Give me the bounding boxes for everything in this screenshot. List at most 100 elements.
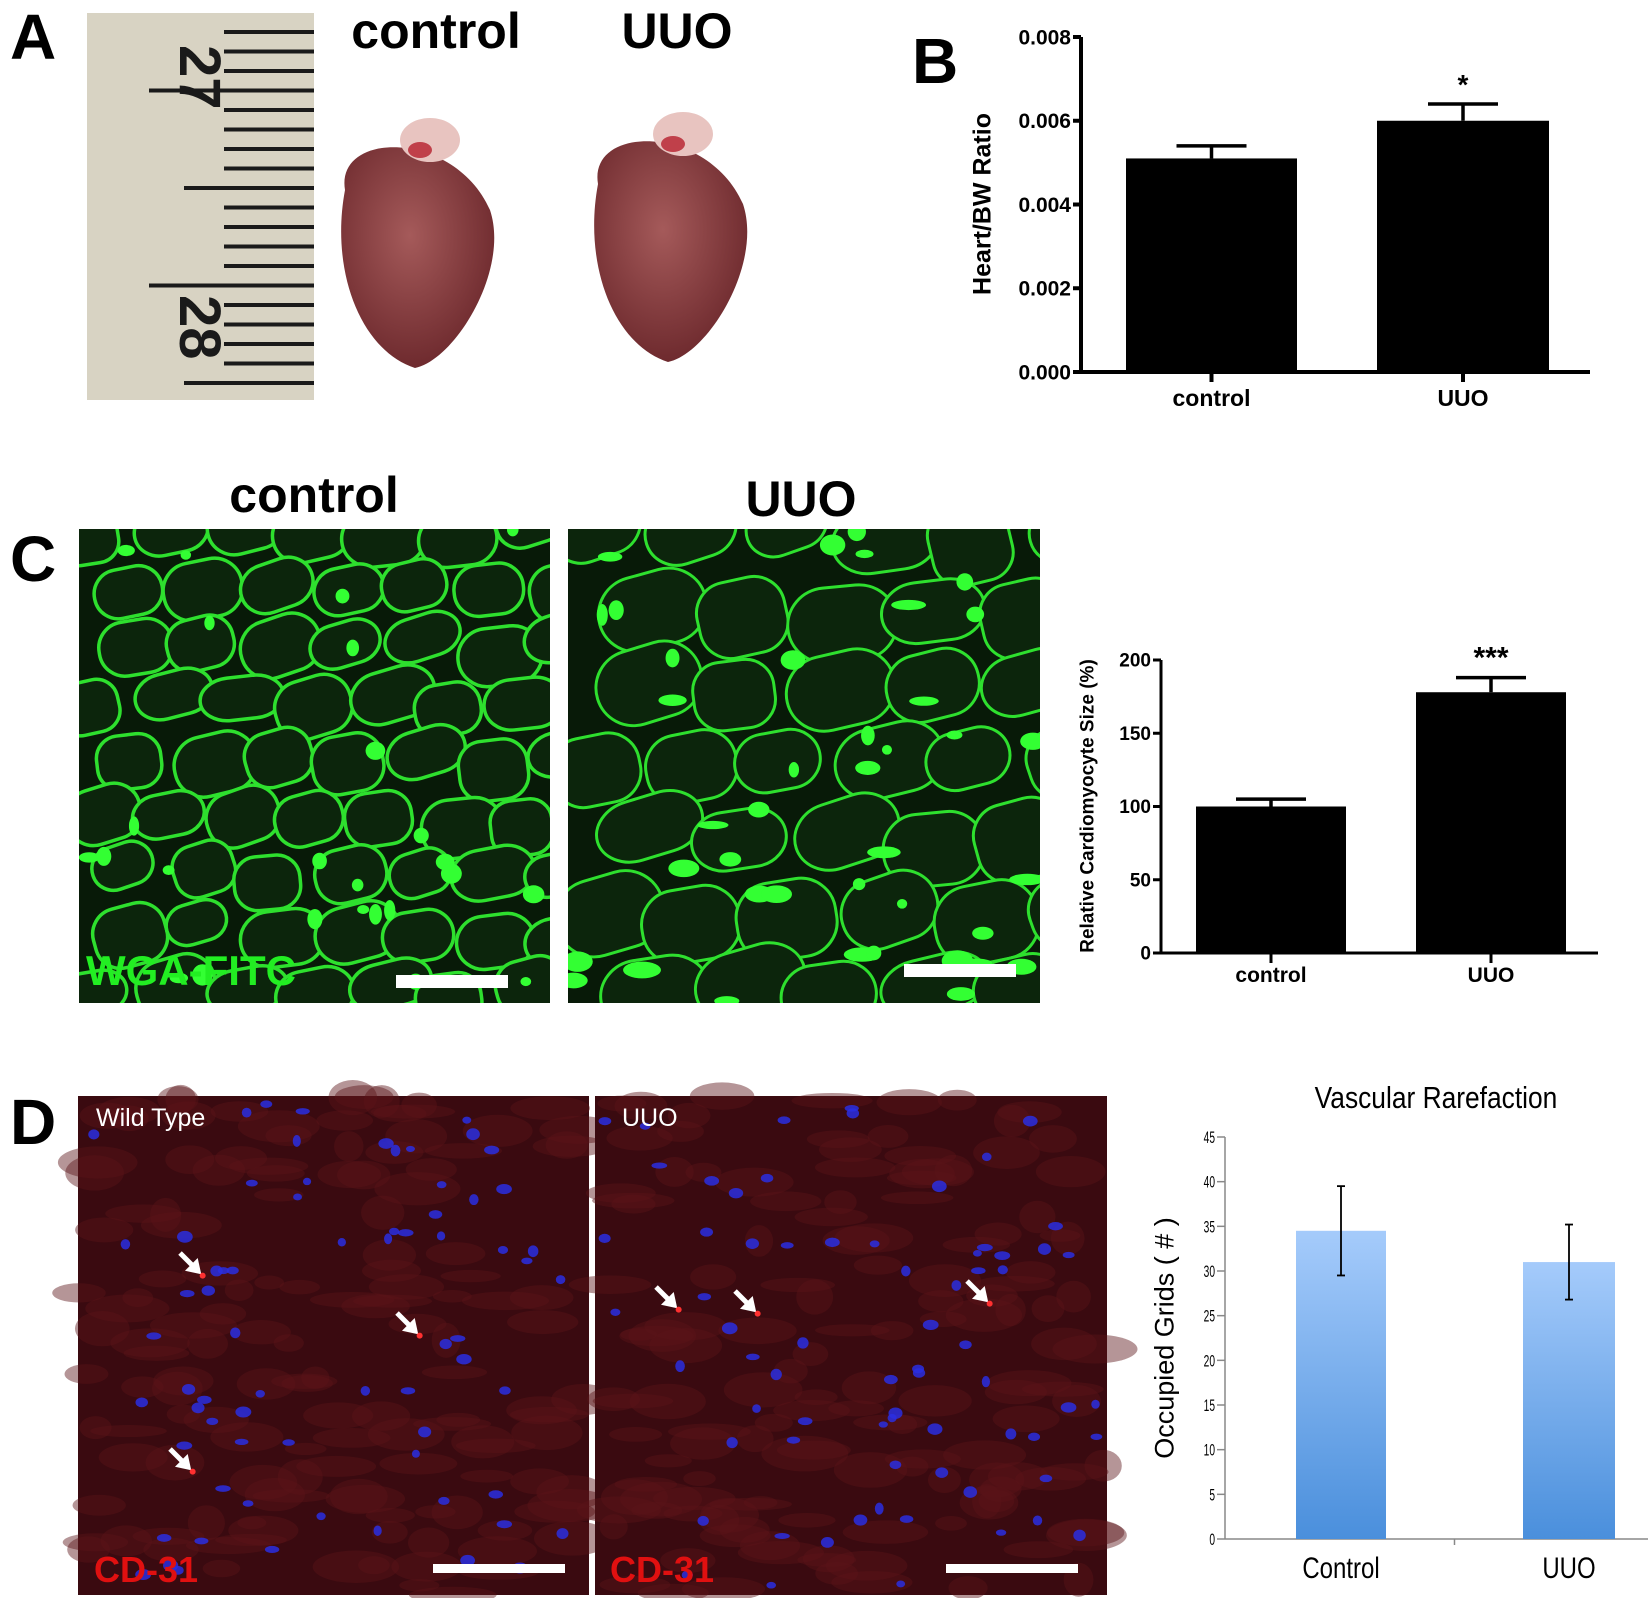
tissue-texture [825, 1550, 908, 1581]
tissue-texture [628, 1319, 696, 1352]
nucleus-dot [976, 1243, 993, 1252]
tissue-texture [140, 1211, 222, 1239]
tissue-texture [303, 1402, 374, 1429]
nucleus-dot [1005, 1428, 1017, 1440]
nucleus-dot [241, 1107, 252, 1118]
y-tick-label: 0.000 [1018, 361, 1071, 384]
tissue-texture [841, 1371, 897, 1405]
tissue-texture [328, 1080, 378, 1116]
tissue-texture [401, 1092, 437, 1118]
tissue-texture [760, 1277, 836, 1293]
tissue-texture [425, 1242, 486, 1266]
ruler-tick [224, 205, 314, 210]
tissue-texture [150, 1197, 182, 1232]
tissue-texture [1022, 1381, 1104, 1397]
tissue-texture [460, 1469, 514, 1483]
tissue-texture [334, 1085, 394, 1109]
ruler-tick [224, 108, 314, 112]
nucleus-dot [844, 1104, 859, 1112]
nucleus-dot [230, 1327, 241, 1339]
nucleus-dot [146, 1332, 162, 1340]
tissue-texture [898, 1385, 972, 1417]
panel-label-d: D [10, 1086, 57, 1158]
tissue-texture [157, 1086, 199, 1114]
nucleus-dot [972, 1250, 982, 1257]
tissue-texture [599, 1514, 628, 1540]
ruler-tick [224, 322, 314, 327]
tissue-texture [352, 1401, 411, 1431]
y-tick-label: 200 [1119, 651, 1151, 672]
heart-vessels [408, 142, 432, 158]
tissue-texture [884, 1145, 957, 1166]
nucleus-dot [651, 1162, 668, 1169]
cell-outline [744, 529, 829, 559]
tissue-texture [337, 1160, 391, 1190]
tissue-texture [709, 1497, 792, 1511]
interstitial-signal [1009, 873, 1040, 886]
ruler-tick [224, 49, 314, 54]
tissue-texture [85, 1294, 170, 1323]
tissue-texture [432, 1289, 472, 1303]
interstitial-signal [1020, 732, 1040, 750]
interstitial-signal [956, 573, 974, 591]
cell-outline [839, 868, 940, 951]
tissue-texture [57, 1146, 138, 1179]
tissue-texture [637, 1583, 709, 1598]
cell-outline [1026, 868, 1040, 951]
nucleus-dot [927, 1423, 943, 1435]
tissue-texture [995, 1294, 1026, 1327]
nucleus-dot [176, 1441, 193, 1450]
y-tick-label: 40 [1204, 1172, 1215, 1191]
tissue-texture [754, 1413, 793, 1432]
tissue-texture [568, 1275, 652, 1295]
tissue-texture [599, 1576, 671, 1594]
tissue-texture [1084, 1449, 1122, 1482]
nucleus-dot [971, 1267, 986, 1275]
nucleus-dot [598, 1117, 612, 1126]
panel-label-a: A [10, 1, 57, 73]
nucleus-dot [1090, 1433, 1103, 1440]
tissue-texture [773, 1358, 808, 1384]
interstitial-signal [788, 761, 800, 778]
cell-outline [523, 914, 550, 970]
interstitial-signal [665, 648, 680, 668]
tissue-texture [723, 1372, 803, 1408]
nucleus-dot [135, 1397, 148, 1408]
y-tick-label: 0 [1140, 944, 1151, 965]
ruler-tick [149, 88, 314, 93]
cell-outline [342, 788, 415, 849]
heart-vessels [661, 136, 685, 152]
nucleus-dot [994, 1251, 1011, 1260]
cell-outline [523, 849, 550, 900]
nucleus-dot [469, 1194, 479, 1206]
tissue-texture [440, 1269, 501, 1283]
tissue-texture [606, 1125, 673, 1151]
nucleus-dot [1022, 1115, 1038, 1127]
nucleus-dot [777, 1116, 791, 1124]
cell-outline [205, 529, 287, 557]
tissue-texture [105, 1204, 182, 1223]
x-tick-label: UUO [1542, 1550, 1595, 1584]
cell-outline [1024, 719, 1040, 801]
tissue-texture [668, 1423, 751, 1440]
tissue-texture [532, 1135, 609, 1157]
nucleus-dot [418, 1426, 432, 1438]
tissue-texture [649, 1328, 723, 1364]
tissue-texture [373, 1104, 427, 1123]
interstitial-signal [596, 604, 608, 626]
ruler-tick [224, 69, 314, 73]
nucleus-dot [797, 1337, 809, 1349]
tissue-texture [945, 1298, 1023, 1332]
tissue-texture [997, 1101, 1062, 1123]
interstitial-signal [819, 534, 846, 556]
tissue-texture [192, 1154, 246, 1186]
nucleus-dot [820, 1537, 834, 1548]
tissue-texture [407, 1527, 450, 1558]
tissue-texture [316, 1110, 373, 1131]
tissue-texture [1052, 1334, 1138, 1364]
nucleus-dot [697, 1293, 712, 1301]
nucleus-dot [234, 1438, 249, 1446]
nucleus-dot [1048, 1221, 1063, 1231]
tissue-texture [379, 1452, 458, 1475]
